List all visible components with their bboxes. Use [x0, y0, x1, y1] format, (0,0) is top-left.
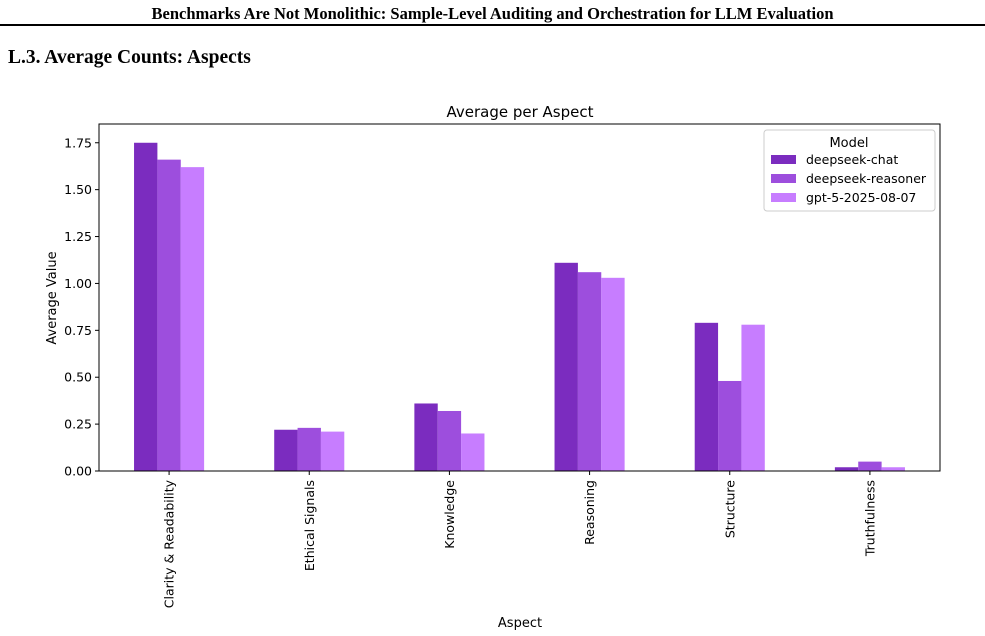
x-ticks-group: Clarity & Readability Ethical Signals Know…	[162, 471, 877, 608]
bar	[180, 167, 205, 471]
x-tick-label: Ethical Signals	[302, 480, 317, 571]
bar	[858, 461, 882, 471]
bar	[320, 431, 345, 471]
bar	[718, 380, 742, 471]
chart-title: Average per Aspect	[446, 103, 593, 121]
x-tick-label: Truthfulness	[862, 480, 877, 557]
bar	[881, 467, 905, 471]
legend-label: gpt-5-2025-08-07	[806, 190, 916, 205]
bar	[694, 322, 719, 471]
section-title: L.3. Average Counts: Aspects	[8, 47, 251, 68]
legend-swatch	[771, 155, 796, 164]
bar	[437, 410, 462, 471]
x-tick-label: Reasoning	[582, 480, 597, 545]
bar	[554, 262, 578, 471]
bar	[741, 324, 765, 471]
x-axis-label: Aspect	[498, 616, 542, 631]
legend-label: deepseek-chat	[806, 152, 898, 167]
y-tick-label: 0.50	[64, 370, 92, 385]
x-tick-label: Structure	[722, 480, 737, 538]
bar	[834, 467, 859, 471]
legend-swatch	[771, 174, 796, 183]
legend-swatch	[771, 193, 796, 202]
bars-group	[134, 142, 905, 471]
y-tick-label: 1.00	[64, 276, 92, 291]
y-tick-label: 1.50	[64, 182, 92, 197]
y-tick-label: 1.75	[64, 135, 92, 150]
running-header: Benchmarks Are Not Monolithic: Sample-Le…	[151, 4, 834, 23]
y-tick-label: 0.25	[64, 417, 92, 432]
bar	[461, 433, 485, 471]
bar	[274, 429, 298, 471]
x-tick-label: Knowledge	[442, 480, 457, 549]
bar	[414, 403, 438, 471]
y-tick-label: 0.00	[64, 464, 92, 479]
y-tick-label: 0.75	[64, 323, 92, 338]
bar	[577, 272, 602, 471]
legend-label: deepseek-reasoner	[806, 171, 927, 186]
legend: Model deepseek-chat deepseek-reasoner gpt-…	[763, 129, 936, 212]
y-ticks-group: 0.00 0.25 0.50 0.75 1.00 1.25 1.50 1.75	[64, 135, 99, 479]
x-tick-label: Clarity & Readability	[162, 479, 177, 608]
bar	[297, 427, 321, 471]
y-axis-label: Average Value	[45, 251, 60, 344]
header-rule	[0, 24, 985, 26]
bar	[134, 142, 158, 471]
y-tick-label: 1.25	[64, 229, 92, 244]
plot-frame	[98, 123, 941, 472]
bar	[157, 159, 181, 471]
legend-title: Model	[829, 136, 868, 151]
bar	[601, 277, 625, 471]
legend-box	[763, 129, 936, 212]
